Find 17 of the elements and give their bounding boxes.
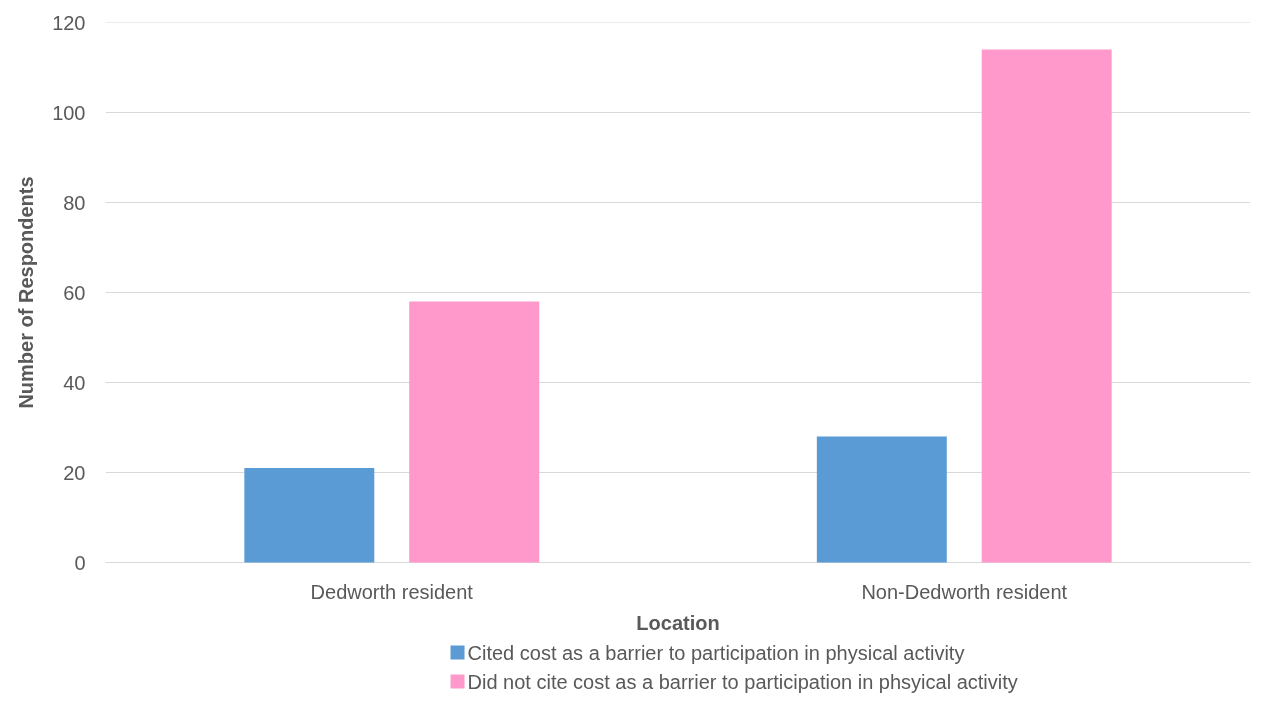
y-tick-label: 60: [63, 281, 86, 304]
bar: [409, 301, 540, 563]
legend-label: Cited cost as a barrier to participation in physical activity: [467, 641, 965, 664]
y-tick-label: 80: [63, 191, 86, 214]
y-tick-label: 20: [63, 461, 86, 484]
legend-label: Did not cite cost as a barrier to participation in phsyical activity: [467, 670, 1018, 693]
y-tick-label: 0: [74, 551, 86, 574]
bar: [981, 49, 1112, 563]
x-axis-title: Location: [636, 611, 720, 634]
bar: [244, 468, 375, 563]
y-tick-label: 100: [52, 101, 86, 124]
x-tick-label: Non-Dedworth resident: [861, 580, 1068, 603]
y-tick-label: 40: [63, 371, 86, 394]
y-tick-label: 120: [52, 11, 86, 34]
y-axis-title: Number of Respondents: [15, 176, 38, 409]
bar: [816, 436, 947, 563]
x-tick-label: Dedworth resident: [310, 580, 474, 603]
